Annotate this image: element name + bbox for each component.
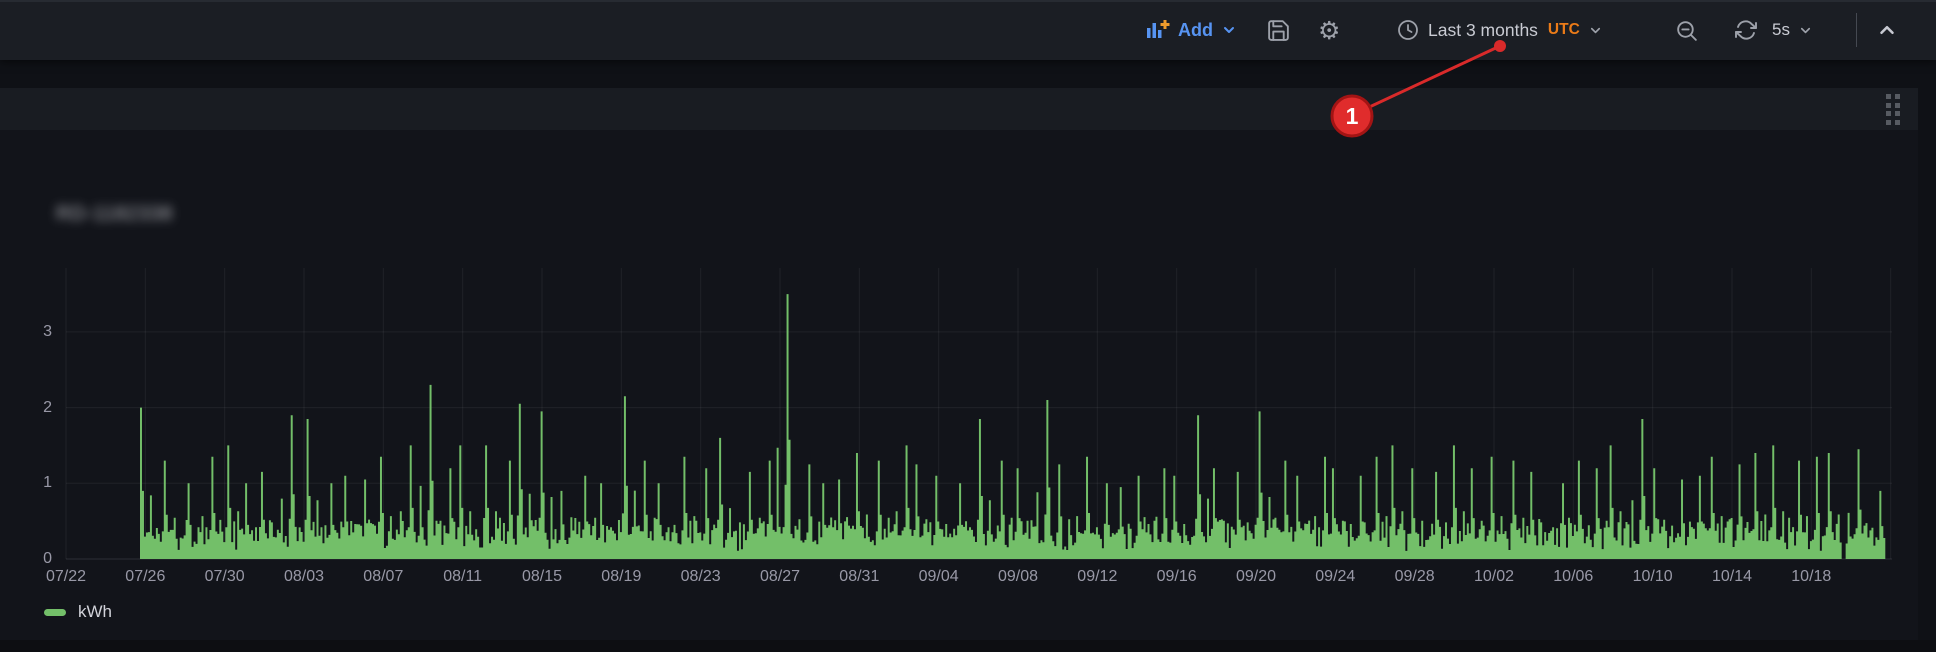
x-axis-tick-label: 08/19 — [601, 568, 642, 585]
bar-chart-plus-icon — [1144, 17, 1170, 43]
add-button-label: Add — [1178, 19, 1213, 40]
time-range-label: Last 3 months — [1428, 19, 1538, 40]
chevron-down-icon — [1588, 23, 1603, 38]
save-dashboard-button[interactable] — [1266, 0, 1291, 60]
toolbar-divider — [1856, 13, 1857, 47]
collapse-toolbar-button[interactable] — [1876, 0, 1898, 60]
y-axis-tick-label: 3 — [43, 322, 52, 340]
x-axis-tick-label: 09/24 — [1315, 568, 1356, 585]
x-axis-tick-label: 07/26 — [125, 568, 166, 585]
x-axis-tick-label: 09/04 — [918, 568, 959, 585]
x-axis-tick-label: 08/11 — [443, 568, 483, 585]
x-axis-tick-label: 09/12 — [1077, 568, 1118, 585]
kwh-series-area — [140, 294, 1886, 559]
toolbar-top-highlight — [0, 0, 1936, 2]
y-axis-tick-label: 2 — [43, 398, 52, 416]
gear-icon: ⚙ — [1318, 15, 1341, 45]
x-axis-tick-label: 09/20 — [1235, 568, 1276, 585]
x-axis-tick-label: 08/23 — [680, 568, 721, 585]
chevron-down-icon[interactable] — [1798, 23, 1813, 38]
refresh-interval-value[interactable]: 5s — [1772, 20, 1790, 39]
y-axis-tick-label: 1 — [43, 474, 52, 492]
dashboard-toolbar: Add ⚙ Last 3 months — [0, 0, 1936, 60]
chevron-up-icon — [1876, 19, 1898, 41]
x-axis-tick-label: 09/08 — [997, 568, 1038, 585]
x-axis-tick-label: 08/31 — [839, 568, 880, 585]
refresh-button[interactable] — [1734, 18, 1758, 42]
legend-swatch — [44, 608, 66, 616]
dashboard-settings-button[interactable]: ⚙ — [1318, 0, 1340, 60]
x-axis-tick-label: 08/07 — [363, 568, 404, 585]
x-axis-tick-label: 07/30 — [204, 568, 245, 585]
legend-item-kwh[interactable]: kWh — [44, 602, 112, 622]
panel-title-redacted[interactable]: RD-1182338 — [56, 203, 173, 225]
x-axis-tick-label: 08/27 — [759, 568, 800, 585]
row-separator — [0, 640, 1936, 652]
panel-header-row — [0, 88, 1918, 130]
x-axis-tick-label: 10/02 — [1473, 568, 1514, 585]
legend-series-label: kWh — [78, 602, 112, 621]
y-axis-tick-label: 0 — [43, 550, 52, 567]
clock-icon — [1396, 18, 1420, 42]
x-axis-tick-label: 09/28 — [1394, 568, 1435, 585]
x-axis-tick-label: 10/06 — [1553, 568, 1594, 585]
x-axis-tick-label: 10/10 — [1632, 568, 1673, 585]
x-axis-tick-label: 08/15 — [521, 568, 562, 585]
x-axis-tick-label: 08/03 — [283, 568, 324, 585]
timezone-label: UTC — [1547, 21, 1580, 38]
zoom-out-time-button[interactable] — [1674, 0, 1699, 60]
x-axis-tick-label: 10/14 — [1711, 568, 1752, 585]
x-axis-tick-label: 09/16 — [1156, 568, 1197, 585]
add-panel-button[interactable]: Add — [1144, 0, 1237, 60]
x-axis-tick-label: 07/22 — [45, 568, 87, 585]
chevron-down-icon — [1221, 22, 1237, 38]
refresh-controls: 5s — [1734, 0, 1813, 60]
x-axis-tick-label: 10/18 — [1791, 568, 1832, 585]
magnifier-minus-icon — [1674, 18, 1699, 43]
panel-drag-handle[interactable] — [1886, 94, 1901, 125]
save-icon — [1266, 18, 1291, 43]
time-range-picker[interactable]: Last 3 months UTC — [1396, 0, 1603, 60]
